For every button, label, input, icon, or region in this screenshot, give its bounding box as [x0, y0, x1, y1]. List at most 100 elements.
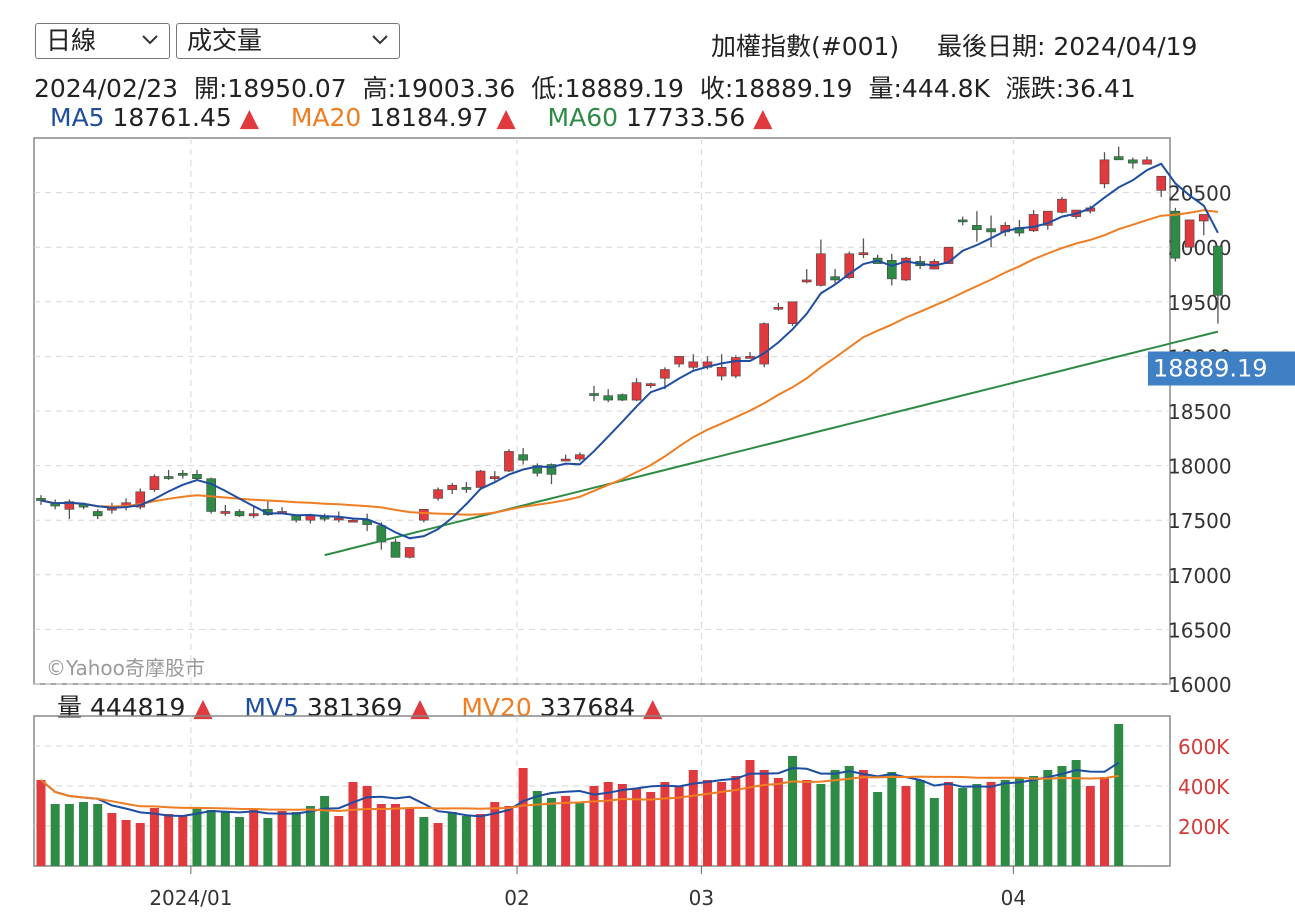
price-tick-label: 17000	[1168, 564, 1232, 588]
volume-bar	[50, 804, 60, 866]
indicator-select[interactable]: 成交量	[176, 23, 400, 59]
chevron-down-icon	[141, 24, 159, 68]
candle-body	[1099, 159, 1110, 185]
candle-body	[1057, 198, 1067, 213]
volume-tick-label: 200K	[1178, 815, 1230, 839]
volume-bar	[135, 823, 145, 866]
indicator-select-value: 成交量	[187, 26, 263, 55]
volume-bar	[887, 772, 897, 866]
candle-body	[1142, 159, 1152, 165]
volume-bar	[873, 792, 883, 866]
candle-body	[248, 513, 259, 517]
volume-bar	[1057, 766, 1067, 866]
candle-body	[830, 276, 840, 281]
volume-bar	[532, 791, 542, 866]
candle-body	[319, 516, 330, 520]
candle-body	[631, 382, 642, 401]
candle-body	[957, 219, 968, 223]
candle-body	[858, 252, 869, 255]
volume-bar	[731, 776, 741, 866]
volume-bar	[504, 806, 514, 866]
ma60-arrow-icon: ▲	[753, 103, 773, 132]
volume-bar	[1029, 776, 1039, 866]
ohlc-row: 2024/02/23 開:18950.07 高:19003.36 低:18889…	[34, 69, 1136, 105]
volume-bar	[575, 802, 585, 866]
candle-body	[660, 369, 670, 379]
volume-bar	[674, 786, 684, 866]
volume-bar	[745, 760, 755, 866]
mv20-value: 337684	[539, 693, 636, 722]
volume-bar	[773, 778, 783, 866]
candle-body	[688, 361, 699, 368]
volume-bar	[64, 804, 74, 866]
x-tick-label: 2024/01	[149, 886, 232, 910]
volume-bar	[929, 798, 939, 866]
last-date: 最後日期: 2024/04/19	[937, 32, 1198, 61]
volume-bar	[405, 808, 415, 866]
volume-bar	[802, 780, 812, 866]
candle-body	[603, 395, 614, 401]
candle-body	[348, 519, 358, 523]
candle-body	[447, 484, 458, 490]
ma20-label: MA20	[290, 103, 362, 132]
volume-bar	[759, 770, 769, 866]
volume-bar	[121, 820, 131, 866]
ohlc-high: 高:19003.36	[362, 74, 516, 103]
volume-bar	[93, 804, 103, 866]
price-tick-label: 16500	[1168, 618, 1232, 642]
volume-bar	[688, 770, 698, 866]
volume-bar	[518, 768, 528, 866]
candle-body	[518, 454, 528, 461]
volume-bar	[901, 786, 911, 866]
mv5-label: MV5	[244, 693, 299, 722]
candle-body	[645, 383, 656, 387]
volume-bar	[447, 812, 457, 866]
candle-body	[1213, 245, 1223, 296]
volume-bar	[362, 786, 372, 866]
candle-body	[475, 470, 486, 488]
ma60-value: 17733.56	[625, 103, 746, 132]
mv20-line	[40, 774, 1119, 813]
candle-body	[759, 323, 769, 365]
candle-body	[220, 511, 231, 514]
volume-bar	[192, 808, 202, 866]
vol-label: 量	[57, 693, 83, 722]
candle-body	[844, 253, 855, 279]
ohlc-close: 收:18889.19	[699, 74, 853, 103]
candle-body	[560, 458, 571, 462]
price-tick-label: 18000	[1168, 455, 1232, 479]
vol-arrow-icon: ▲	[193, 693, 213, 722]
price-tick-label: 17500	[1168, 509, 1232, 533]
volume-bar	[461, 816, 471, 866]
volume-bar	[561, 796, 571, 866]
volume-bar	[646, 792, 656, 866]
candle-body	[192, 474, 202, 480]
period-select[interactable]: 日線	[35, 23, 170, 59]
volume-bar	[986, 782, 996, 866]
candle-body	[92, 511, 103, 517]
candle-body	[163, 476, 174, 479]
chevron-down-icon	[371, 24, 389, 68]
candle-body	[135, 491, 146, 508]
candle-body	[731, 357, 741, 377]
volume-bar	[305, 806, 315, 866]
candle-body	[617, 394, 628, 401]
candle-body	[1184, 219, 1195, 248]
candle-body	[1170, 210, 1181, 259]
volume-tick-label: 400K	[1178, 775, 1230, 799]
candle-body	[787, 301, 798, 324]
volume-bar	[830, 770, 840, 866]
volume-bar	[1000, 780, 1010, 866]
price-tick-label: 18500	[1168, 400, 1232, 424]
ohlc-volume: 量:444.8K	[868, 74, 990, 103]
ma-legend: MA5 18761.45 ▲ MA20 18184.97 ▲ MA60 1773…	[50, 103, 772, 132]
candle-body	[461, 487, 472, 490]
volume-bar	[546, 798, 556, 866]
candle-body	[404, 547, 415, 558]
volume-bar	[334, 816, 344, 866]
mv5-arrow-icon: ▲	[410, 693, 430, 722]
candle-body	[972, 225, 982, 231]
ohlc-change: 漲跌:36.41	[1005, 74, 1136, 103]
volume-bar	[858, 770, 868, 866]
